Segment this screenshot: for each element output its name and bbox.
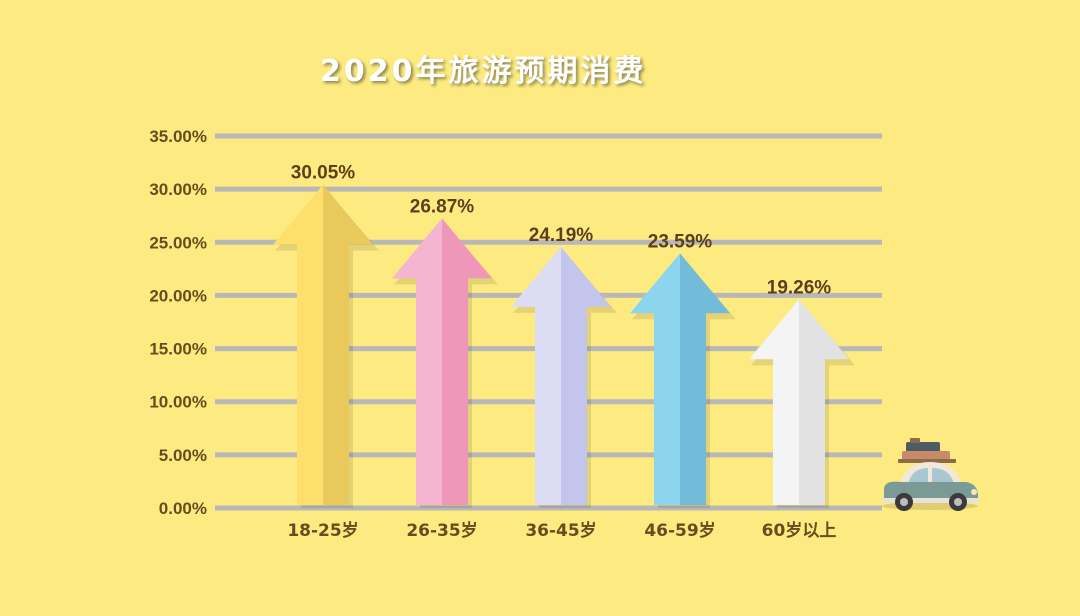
arrow-bar: [749, 299, 855, 508]
x-category-label: 46-59岁: [644, 520, 715, 541]
y-tick-label: 0.00%: [159, 499, 207, 518]
y-tick-label: 10.00%: [149, 393, 207, 412]
arrow-bar: [630, 253, 736, 508]
y-tick-label: 25.00%: [149, 233, 207, 252]
x-category-label: 60岁以上: [762, 520, 837, 541]
arrow-bars: [273, 184, 855, 508]
value-label: 23.59%: [648, 231, 713, 252]
value-labels: 30.05% 26.87% 24.19% 23.59% 19.26%: [291, 163, 832, 299]
value-label: 26.87%: [410, 196, 475, 217]
y-axis-tick-labels: 0.00% 5.00% 10.00% 15.00% 20.00% 25.00% 30.00%…: [149, 127, 207, 518]
arrow-bar: [511, 246, 617, 508]
x-axis-category-labels: 18-25岁 26-35岁 36-45岁 46-59岁 60岁以上: [287, 520, 836, 541]
x-category-label: 36-45岁: [525, 520, 596, 541]
x-category-label: 18-25岁: [287, 520, 358, 541]
y-tick-label: 35.00%: [149, 127, 207, 146]
car-with-luggage-icon: [882, 438, 980, 511]
value-label: 24.19%: [529, 225, 594, 246]
value-label: 19.26%: [767, 277, 832, 298]
x-category-label: 26-35岁: [406, 520, 477, 541]
value-label: 30.05%: [291, 163, 356, 184]
y-tick-label: 5.00%: [159, 446, 207, 465]
y-tick-label: 30.00%: [149, 180, 207, 199]
arrow-bar: [273, 184, 379, 508]
y-tick-label: 20.00%: [149, 286, 207, 305]
y-tick-label: 15.00%: [149, 340, 207, 359]
chart-title: 2020年旅游预期消费: [320, 54, 647, 89]
arrow-bar: [392, 218, 498, 508]
